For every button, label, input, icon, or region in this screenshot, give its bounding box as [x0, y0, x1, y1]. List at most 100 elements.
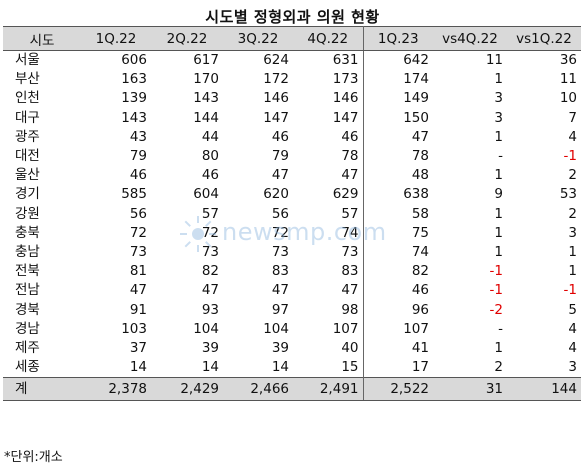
table-cell: 107: [293, 319, 364, 339]
table-row: 서울 606 617 624 631 642 11 36: [3, 50, 581, 71]
table-cell: 57: [293, 204, 364, 224]
region-name: 대전: [15, 148, 40, 165]
data-table: 시도 1Q.22 2Q.22 3Q.22 4Q.22 1Q.23 vs4Q.22…: [3, 26, 581, 402]
total-row: 계 2,378 2,429 2,466 2,491 2,522 31 144: [3, 377, 581, 402]
header-1q23: 1Q.23: [363, 26, 433, 51]
total-cell: 2,466: [223, 377, 293, 402]
table-cell: 36: [559, 52, 577, 69]
table-cell: 604: [193, 186, 219, 203]
table-row: 전북 81 82 83 83 82 -1 1: [3, 262, 581, 282]
header-vs4q22: vs4Q.22: [433, 26, 507, 51]
table-cell: 606: [121, 52, 147, 69]
table-cell: 174: [403, 71, 429, 88]
table-cell: 149: [403, 90, 429, 107]
table-cell: 10: [559, 90, 577, 107]
table-row: 광주 43 44 46 46 47 1 4: [3, 127, 581, 147]
table-cell: 629: [293, 185, 364, 205]
table-cell: 9: [494, 186, 503, 203]
total-cell: 31: [433, 377, 507, 402]
total-cell: 2,522: [363, 377, 433, 402]
table-cell: 46: [271, 128, 289, 145]
table-cell: 170: [193, 71, 219, 88]
header-1q22: 1Q.22: [81, 26, 151, 51]
table-cell: 72: [271, 224, 289, 241]
table-cell: 11: [485, 52, 503, 69]
table-cell: 1: [494, 71, 503, 88]
table-cell: 79: [271, 148, 289, 165]
table-row: 경기 585 604 620 629 638 9 53: [3, 185, 581, 205]
table-cell: 617: [193, 52, 219, 69]
table-cell: 147: [263, 109, 289, 126]
region-name: 충남: [15, 243, 40, 260]
total-cell: 144: [507, 377, 581, 402]
table-cell: 80: [201, 148, 219, 165]
table-cell: 1: [494, 167, 503, 184]
table-cell: 83: [293, 262, 364, 282]
table-cell: 642: [403, 52, 429, 69]
table-cell: 1: [568, 263, 577, 280]
table-cell: 56: [129, 205, 147, 222]
region-name: 강원: [15, 205, 40, 222]
table-cell: 74: [411, 243, 429, 260]
table-cell: 73: [271, 243, 289, 260]
table-cell: 4: [568, 339, 577, 356]
table-cell: 11: [559, 71, 577, 88]
region-name: 경기: [15, 186, 40, 203]
table-cell: 78: [411, 148, 429, 165]
total-cell: 2,491: [293, 377, 364, 402]
table-cell: 631: [293, 50, 364, 71]
table-cell: 103: [121, 320, 147, 337]
table-cell: 7: [568, 109, 577, 126]
table-cell: 46: [129, 167, 147, 184]
table-cell: 91: [129, 301, 147, 318]
table-cell: 163: [121, 71, 147, 88]
table-row: 대전 79 80 79 78 78- -1: [3, 146, 581, 167]
table-cell: 4: [568, 320, 577, 337]
region-name: 울산: [15, 167, 40, 184]
table-cell: 47: [129, 282, 147, 299]
table-title: 시도별 정형외과 의원 현황: [205, 8, 380, 26]
table-cell: 44: [201, 128, 219, 145]
table-cell: 93: [201, 301, 219, 318]
header-4q22: 4Q.22: [293, 26, 364, 51]
table-cell: 97: [271, 301, 289, 318]
header-3q22: 3Q.22: [223, 26, 293, 51]
region-name: 인천: [15, 90, 40, 107]
table-cell: 585: [121, 186, 147, 203]
region-name: 서울: [15, 52, 40, 69]
table-cell: 53: [559, 186, 577, 203]
table-cell: 40: [293, 338, 364, 358]
table-cell: 47: [293, 281, 364, 301]
table-row: 경북 91 93 97 98 96 -2 5: [3, 300, 581, 320]
table-cell: 46: [293, 127, 364, 147]
table-cell: 37: [129, 339, 147, 356]
header-region: 시도: [3, 26, 81, 51]
table-row: 대구 143 144 147 147 150 3 7: [3, 108, 581, 128]
table-cell: 14: [201, 359, 219, 376]
table-cell: 4: [568, 128, 577, 145]
table-cell: -: [498, 320, 503, 337]
table-cell: 620: [263, 186, 289, 203]
table-cell: 43: [129, 128, 147, 145]
table-cell: 82: [411, 263, 429, 280]
table-row: 세종 14 14 14 15 17 2 3: [3, 358, 581, 378]
region-name: 세종: [15, 359, 40, 376]
table-cell: 3: [568, 359, 577, 376]
table-cell: 79: [129, 148, 147, 165]
table-cell: 1: [494, 339, 503, 356]
table-row: 부산 163 170 172 173 174 1 11: [3, 70, 581, 90]
table-cell: 58: [411, 205, 429, 222]
table-cell: 143: [121, 109, 147, 126]
table-cell: 5: [568, 301, 577, 318]
table-cell: 3: [568, 224, 577, 241]
table-cell: 143: [193, 90, 219, 107]
table-cell: 46: [411, 282, 429, 299]
table-cell: -: [498, 148, 503, 165]
table-cell: 46: [201, 167, 219, 184]
table-cell: 1: [568, 243, 577, 260]
region-name: 전남: [15, 282, 40, 299]
table-cell: 3: [494, 90, 503, 107]
total-label: 계: [3, 377, 81, 402]
header-row: 시도 1Q.22 2Q.22 3Q.22 4Q.22 1Q.23 vs4Q.22…: [3, 26, 581, 51]
unit-note: *단위:개소: [4, 450, 63, 465]
